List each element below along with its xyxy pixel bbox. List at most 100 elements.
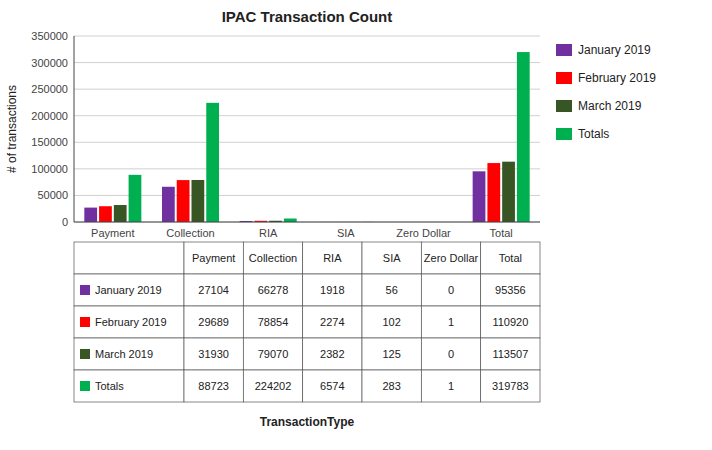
table-cell	[362, 338, 421, 370]
table-value: 125	[382, 348, 400, 360]
x-tick-label: Collection	[166, 227, 214, 239]
table-cell	[184, 370, 243, 402]
x-axis-label: TransactionType	[260, 415, 355, 429]
legend-label: March 2019	[578, 99, 642, 113]
table-cell	[481, 306, 540, 338]
table-swatch	[80, 381, 90, 391]
table-row-label: February 2019	[95, 316, 167, 328]
y-axis: 0500001000001500002000002500003000003500…	[31, 30, 540, 228]
bars	[84, 52, 529, 222]
table-header: SIA	[383, 252, 401, 264]
table-value: 66278	[258, 284, 289, 296]
table-value: 0	[448, 284, 454, 296]
legend-swatch	[556, 100, 572, 112]
legend-swatch	[556, 72, 572, 84]
x-tick-label: RIA	[259, 227, 278, 239]
table-cell	[481, 370, 540, 402]
table-value: 319783	[492, 380, 529, 392]
table-value: 1	[448, 316, 454, 328]
grid-line	[74, 115, 540, 116]
title: IPAC Transaction Count	[222, 8, 393, 25]
table-swatch	[80, 349, 90, 359]
table-swatch	[80, 285, 90, 295]
bar	[502, 162, 515, 222]
table-value: 283	[382, 380, 400, 392]
table-cell	[481, 274, 540, 306]
table-value: 29689	[198, 316, 229, 328]
table-cell	[362, 306, 421, 338]
legend-label: January 2019	[578, 43, 651, 57]
grid-line	[74, 222, 540, 223]
table-cell	[74, 370, 184, 402]
x-axis-line	[74, 222, 540, 223]
bar	[517, 52, 530, 222]
table-cell	[303, 370, 362, 402]
table-value: 0	[448, 348, 454, 360]
y-tick-label: 350000	[31, 30, 68, 42]
table-value: 6574	[320, 380, 344, 392]
table-cell	[184, 306, 243, 338]
legend-swatch	[556, 44, 572, 56]
table-value: 1918	[320, 284, 344, 296]
grid-line	[74, 142, 540, 143]
table-cell	[303, 274, 362, 306]
table-value: 31930	[198, 348, 229, 360]
table-cell	[74, 306, 184, 338]
table-value: 2274	[320, 316, 344, 328]
table-value: 79070	[258, 348, 289, 360]
grid-line	[74, 89, 540, 90]
grid-line	[74, 36, 540, 37]
table-header: Zero Dollar	[424, 252, 479, 264]
table-cell	[421, 306, 480, 338]
legend-label: February 2019	[578, 71, 656, 85]
table-value: 102	[382, 316, 400, 328]
x-tick-label: Payment	[91, 227, 134, 239]
table-cell	[303, 306, 362, 338]
grid-line	[74, 168, 540, 169]
table-cell	[303, 338, 362, 370]
table-cell	[243, 274, 302, 306]
table-row-label: Totals	[95, 380, 124, 392]
table-value: 88723	[198, 380, 229, 392]
bar	[284, 219, 297, 222]
table-cell	[362, 242, 421, 274]
y-tick-label: 300000	[31, 57, 68, 69]
y-axis-line	[74, 36, 75, 222]
table-header: Payment	[192, 252, 235, 264]
x-tick-label: Zero Dollar	[396, 227, 451, 239]
y-axis-label: # of transactions	[5, 85, 19, 173]
y-tick-label: 200000	[31, 110, 68, 122]
y-tick-label: 0	[62, 216, 68, 228]
table-cell	[184, 274, 243, 306]
table-cell	[243, 370, 302, 402]
table-cell	[421, 274, 480, 306]
table-cell	[303, 242, 362, 274]
table-cell	[481, 242, 540, 274]
y-tick-label: 50000	[37, 189, 68, 201]
table-cell	[74, 242, 184, 274]
table-row-label: March 2019	[95, 348, 153, 360]
bar	[129, 175, 142, 222]
grid-line	[74, 62, 540, 63]
legend-swatch	[556, 128, 572, 140]
data-table: PaymentCollectionRIASIAZero DollarTotalJ…	[74, 242, 540, 402]
bar	[473, 171, 486, 222]
table-value: 113507	[492, 348, 528, 360]
x-tick-label: Total	[490, 227, 513, 239]
chart-container: IPAC Transaction Count 0 50000 100000 150000…	[0, 0, 712, 450]
table-cell	[362, 370, 421, 402]
table-cell	[243, 242, 302, 274]
legend: January 2019February 2019March 2019Total…	[556, 43, 656, 141]
y-tick-label: 150000	[31, 136, 68, 148]
table-value: 27104	[198, 284, 229, 296]
table-header: Collection	[249, 252, 297, 264]
table-value: 224202	[255, 380, 292, 392]
x-tick-label: SIA	[337, 227, 355, 239]
table-cell	[421, 338, 480, 370]
bar	[114, 205, 127, 222]
bar	[177, 180, 190, 222]
y-tick-label: 100000	[31, 163, 68, 175]
table-header: RIA	[323, 252, 342, 264]
table-value: 56	[386, 284, 398, 296]
table-cell	[184, 338, 243, 370]
